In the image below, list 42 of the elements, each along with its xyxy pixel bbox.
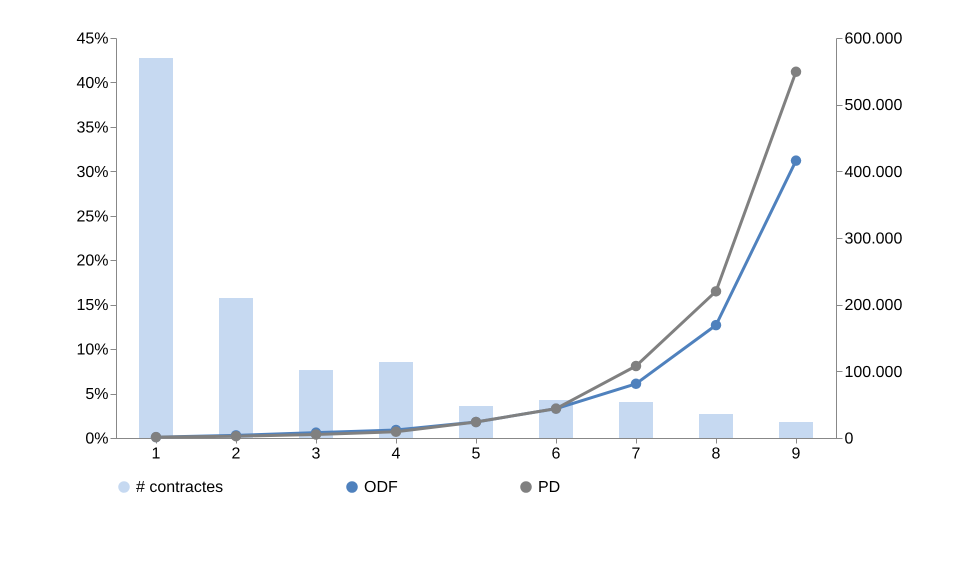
x-tick-label: 7 — [632, 446, 641, 462]
point — [630, 360, 642, 372]
point — [790, 155, 802, 166]
bar — [299, 370, 333, 438]
y-tick-label: 35% — [76, 119, 108, 136]
bar — [779, 422, 813, 438]
point — [630, 378, 642, 390]
x-tick-label: 5 — [472, 446, 481, 462]
y-tick-label: 25% — [76, 208, 108, 226]
y-tick-label: 20% — [76, 252, 108, 270]
y-tick-label: 5% — [85, 386, 108, 404]
y2-tick-label: 200.000 — [844, 297, 902, 314]
x-tick-label: 4 — [392, 446, 401, 462]
y-tick-label: 45% — [76, 30, 108, 48]
bar — [139, 58, 173, 438]
x-tick-label: 9 — [792, 446, 801, 462]
y-tick-label: 30% — [76, 164, 108, 181]
bar — [699, 414, 733, 438]
legend-label: PD — [538, 479, 560, 496]
y2-tick-label: 100.000 — [844, 364, 902, 381]
point — [710, 320, 722, 330]
y-tick-label: 15% — [76, 297, 108, 314]
y2-tick-label: 400.000 — [844, 164, 902, 181]
x-tick-label: 2 — [232, 446, 241, 462]
bar — [219, 298, 253, 438]
bar — [619, 402, 653, 438]
point — [710, 286, 722, 297]
x-tick-label: 3 — [312, 446, 321, 462]
y-tick-label: 40% — [76, 74, 108, 92]
y2-tick-label: 600.000 — [844, 30, 902, 48]
x-tick-label: 1 — [152, 446, 161, 462]
y2-tick-label: 300.000 — [844, 230, 902, 248]
y-tick-label: 10% — [76, 342, 108, 359]
y2-tick-label: 500.000 — [844, 97, 902, 114]
y-tick-label: 0% — [85, 430, 108, 448]
x-tick-label: 6 — [552, 446, 561, 462]
point — [790, 66, 802, 78]
x-tick-label: 8 — [712, 446, 721, 462]
legend-label: # contractes — [136, 479, 224, 496]
y2-tick-label: 0 — [844, 430, 854, 448]
bar — [379, 362, 413, 438]
legend-label: ODF — [364, 479, 398, 496]
